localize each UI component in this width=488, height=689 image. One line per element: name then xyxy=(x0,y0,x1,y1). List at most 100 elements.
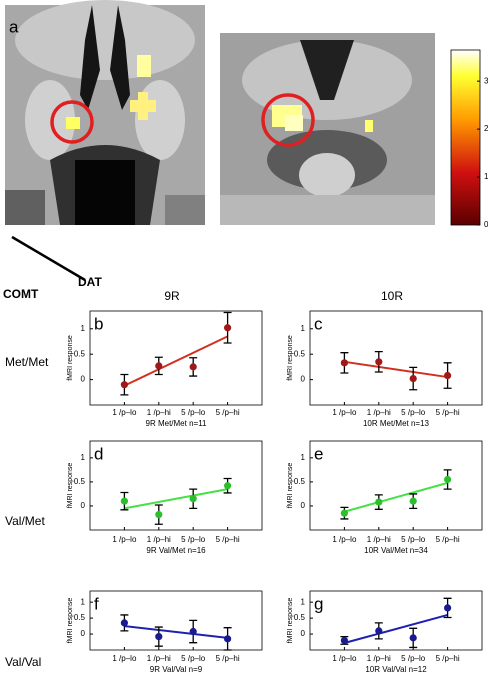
colorbar-tick-label: 1 xyxy=(484,172,488,181)
fit-line xyxy=(124,625,228,639)
y-tick-label: 0.5 xyxy=(74,613,86,622)
fit-line xyxy=(124,488,228,510)
x-tick-label: 1 /p–hi xyxy=(367,408,391,417)
data-point xyxy=(189,363,197,371)
x-axis-label: 9R Met/Met n=11 xyxy=(146,419,208,428)
x-tick-label: 1 /p–hi xyxy=(367,654,391,663)
data-point xyxy=(224,482,232,490)
data-point xyxy=(155,511,163,519)
data-point xyxy=(155,633,163,641)
brain-image-axial xyxy=(220,33,435,225)
fit-line xyxy=(123,335,229,387)
x-tick-label: 5 /p–lo xyxy=(181,535,206,544)
data-point xyxy=(340,359,348,367)
data-point xyxy=(340,636,348,645)
panel-letter: e xyxy=(314,444,323,463)
y-tick-label: 0.5 xyxy=(294,477,306,486)
y-axis-label: fMRI response xyxy=(67,463,74,509)
x-tick-label: 5 /p–lo xyxy=(401,654,426,663)
y-tick-label: 0.5 xyxy=(294,613,306,622)
x-axis-label: 10R Val/Met n=34 xyxy=(364,546,428,555)
data-point xyxy=(409,634,417,642)
row-label: Val/Val xyxy=(5,655,41,669)
panel-letter: b xyxy=(94,314,103,333)
y-tick-label: 1 xyxy=(81,453,86,462)
y-tick-label: 1 xyxy=(301,453,306,462)
y-tick-label: 0 xyxy=(81,501,86,510)
y-tick-label: 1 xyxy=(81,324,86,333)
x-tick-label: 1 /p–lo xyxy=(112,654,137,663)
fit-line xyxy=(344,360,448,379)
data-point xyxy=(444,604,452,612)
y-tick-label: 0.5 xyxy=(294,349,306,358)
column-label: 9R xyxy=(164,289,180,303)
x-tick-label: 5 /p–hi xyxy=(436,408,460,417)
x-axis-label: 10R Met/Met n=13 xyxy=(363,419,430,428)
x-tick-label: 1 /p–hi xyxy=(367,535,391,544)
x-tick-label: 1 /p–lo xyxy=(332,535,357,544)
panel-label: a xyxy=(9,17,19,36)
x-tick-label: 5 /p–lo xyxy=(401,535,426,544)
row-label: Val/Met xyxy=(5,514,45,528)
colorbar xyxy=(450,49,481,226)
data-point xyxy=(375,498,383,506)
data-point xyxy=(189,627,197,636)
data-point xyxy=(409,497,417,505)
data-point xyxy=(409,374,417,383)
y-tick-label: 0 xyxy=(301,375,306,384)
data-point xyxy=(120,381,128,389)
data-point xyxy=(375,627,383,635)
axes-box xyxy=(89,310,263,406)
data-point xyxy=(224,635,232,643)
x-tick-label: 5 /p–lo xyxy=(181,408,206,417)
y-axis-label: fMRI response xyxy=(67,335,74,381)
data-point xyxy=(444,475,452,484)
panel-letter: d xyxy=(94,444,103,463)
col-group-label: DAT xyxy=(78,275,102,289)
x-tick-label: 5 /p–hi xyxy=(436,654,460,663)
x-tick-label: 5 /p–hi xyxy=(216,535,240,544)
y-tick-label: 1 xyxy=(301,324,306,333)
data-point xyxy=(224,324,232,332)
x-tick-label: 1 /p–hi xyxy=(147,408,171,417)
colorbar-tick-label: 2 xyxy=(484,124,488,133)
data-point xyxy=(189,495,197,503)
y-tick-label: 0 xyxy=(301,501,306,510)
axes-box xyxy=(309,310,483,406)
data-point xyxy=(155,362,163,370)
y-tick-label: 1 xyxy=(81,597,86,606)
axes-box xyxy=(89,590,263,651)
panel-letter: c xyxy=(314,314,323,333)
data-point xyxy=(120,497,128,505)
y-axis-label: fMRI response xyxy=(67,598,74,644)
x-tick-label: 1 /p–lo xyxy=(332,408,357,417)
y-tick-label: 0 xyxy=(301,629,306,638)
divider xyxy=(11,235,86,282)
x-tick-label: 5 /p–hi xyxy=(436,535,460,544)
x-tick-label: 5 /p–lo xyxy=(181,654,206,663)
panel-letter: f xyxy=(94,594,99,613)
data-point xyxy=(375,358,383,366)
fit-line xyxy=(344,613,448,644)
row-group-label: COMT xyxy=(3,287,39,301)
axes-box xyxy=(309,590,483,651)
axes-box xyxy=(89,440,263,531)
y-tick-label: 0 xyxy=(81,375,86,384)
data-point xyxy=(444,371,452,380)
colorbar-tick-label: 0 xyxy=(484,220,488,229)
panel-letter: g xyxy=(314,594,323,613)
fit-line xyxy=(344,481,448,513)
data-point xyxy=(340,509,348,517)
y-tick-label: 0 xyxy=(81,629,86,638)
column-label: 10R xyxy=(381,289,403,303)
x-axis-label: 10R Val/Val n=12 xyxy=(365,665,427,674)
x-tick-label: 1 /p–hi xyxy=(147,654,171,663)
y-axis-label: fMRI response xyxy=(287,335,294,381)
data-point xyxy=(120,619,128,627)
y-tick-label: 0.5 xyxy=(74,477,86,486)
x-axis-label: 9R Val/Val n=9 xyxy=(150,665,203,674)
y-axis-label: fMRI response xyxy=(287,463,294,509)
x-axis-label: 9R Val/Met n=16 xyxy=(146,546,206,555)
